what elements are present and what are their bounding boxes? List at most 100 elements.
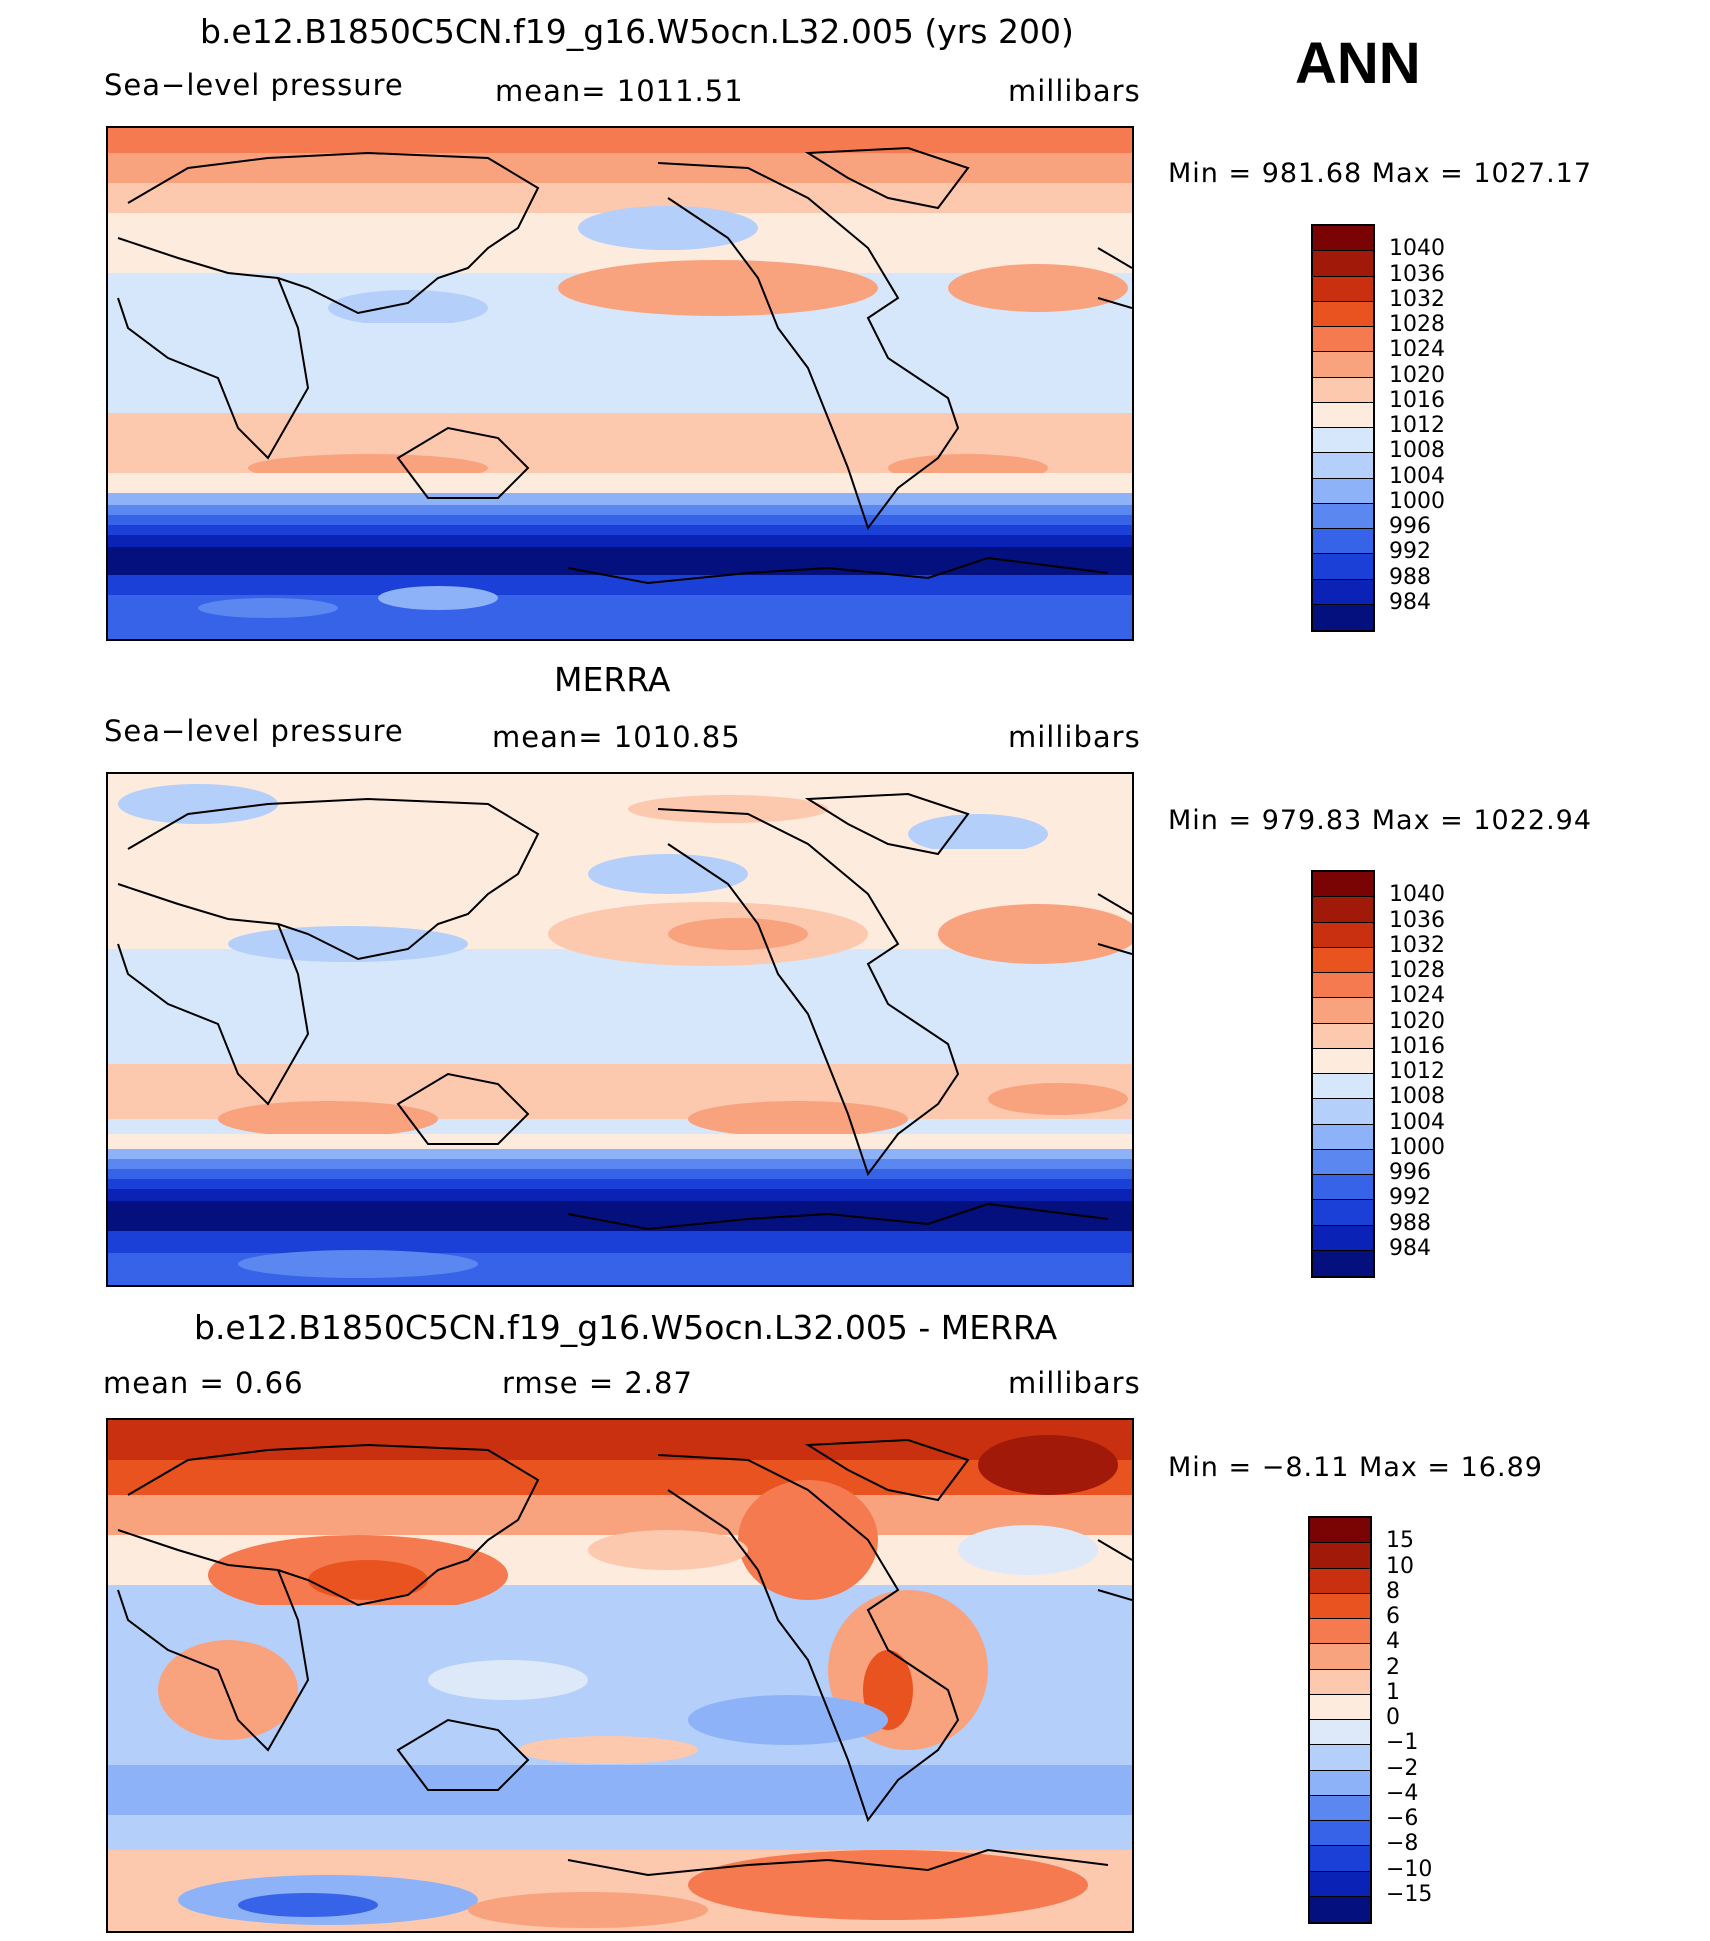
- band-equator: [108, 323, 1132, 413]
- colorbar-tick-label: 992: [1389, 539, 1431, 565]
- aleutian-low: [588, 854, 748, 894]
- colorbar-tick-label: 1040: [1389, 882, 1445, 908]
- colorbar-tick-label: 996: [1389, 514, 1431, 539]
- colorbar-swatch: [1313, 554, 1373, 580]
- colorbar-swatch: [1313, 276, 1373, 302]
- colorbar-tick-label: 1008: [1389, 438, 1445, 464]
- colorbar-tick-label: −10: [1386, 1856, 1433, 1882]
- coastlines: [117, 146, 1132, 585]
- colorbar-tick-label: −8: [1386, 1831, 1419, 1857]
- panel1-title: b.e12.B1850C5CN.f19_g16.W5ocn.L32.005 (y…: [200, 12, 1074, 51]
- band-southern-ocean: [108, 493, 1132, 505]
- colorbar-swatch: [1310, 1543, 1370, 1569]
- panel3-mean-label: mean = 0.66: [103, 1366, 304, 1400]
- panel1-map: [106, 126, 1134, 641]
- colorbar-swatch: [1310, 1644, 1370, 1670]
- colorbar-swatch: [1310, 1770, 1370, 1796]
- panel1-colorbar: [1311, 224, 1375, 632]
- colorbar-tick-label: −4: [1386, 1780, 1419, 1806]
- colorbar-tick-label: 1004: [1389, 1109, 1445, 1135]
- colorbar-swatch: [1310, 1518, 1370, 1544]
- colorbar-tick-label: 988: [1389, 564, 1431, 590]
- colorbar-tick-label: 1000: [1389, 488, 1445, 514]
- colorbar-tick-label: 1020: [1389, 362, 1445, 388]
- colorbar-tick-label: 2: [1386, 1654, 1400, 1680]
- panel3-title: b.e12.B1850C5CN.f19_g16.W5ocn.L32.005 - …: [194, 1308, 1058, 1347]
- panel2-variable-label: Sea−level pressure: [104, 714, 404, 748]
- colorbar-swatch: [1313, 1074, 1373, 1100]
- colorbar-swatch: [1313, 453, 1373, 479]
- colorbar-swatch: [1310, 1568, 1370, 1594]
- colorbar-tick-label: 15: [1386, 1528, 1414, 1554]
- colorbar-swatch: [1313, 998, 1373, 1024]
- panel2-map: [106, 772, 1134, 1287]
- season-label: ANN: [1295, 31, 1421, 96]
- colorbar-swatch: [1313, 402, 1373, 428]
- colorbar-tick-label: 0: [1386, 1705, 1400, 1730]
- colorbar-tick-label: 1016: [1389, 1033, 1445, 1059]
- colorbar-swatch: [1313, 478, 1373, 504]
- colorbar-tick-label: 1036: [1389, 261, 1445, 287]
- colorbar-tick-label: −2: [1386, 1755, 1419, 1781]
- panel1-variable-label: Sea−level pressure: [104, 68, 404, 102]
- colorbar-tick-label: 996: [1389, 1160, 1431, 1185]
- colorbar-swatch: [1310, 1619, 1370, 1645]
- colorbar-swatch: [1313, 377, 1373, 403]
- colorbar-swatch: [1313, 1175, 1373, 1201]
- colorbar-tick-label: 4: [1386, 1629, 1400, 1655]
- colorbar-tick-label: 1008: [1389, 1084, 1445, 1110]
- colorbar-swatch: [1310, 1745, 1370, 1771]
- colorbar-swatch: [1313, 352, 1373, 378]
- band-southern-ocean: [108, 1149, 1132, 1159]
- colorbar-swatch: [1313, 226, 1373, 252]
- atlantic-high: [948, 264, 1128, 312]
- colorbar-tick-label: 1032: [1389, 932, 1445, 958]
- colorbar-swatch: [1313, 1200, 1373, 1226]
- tibet-low: [328, 290, 488, 326]
- colorbar-swatch: [1310, 1669, 1370, 1695]
- panel3-minmax-label: Min = −8.11 Max = 16.89: [1168, 1452, 1543, 1483]
- colorbar-tick-label: 1028: [1389, 958, 1445, 983]
- panel1-units-label: millibars: [1008, 74, 1141, 108]
- colorbar-swatch: [1313, 1099, 1373, 1125]
- colorbar-swatch: [1313, 428, 1373, 454]
- colorbar-tick-label: −1: [1386, 1730, 1419, 1756]
- panel3-rmse-label: rmse = 2.87: [502, 1366, 693, 1400]
- coastlines: [117, 792, 1132, 1231]
- colorbar-swatch: [1313, 251, 1373, 277]
- colorbar-tick-label: 1032: [1389, 286, 1445, 312]
- colorbar-tick-label: 1024: [1389, 983, 1445, 1009]
- colorbar-tick-label: 988: [1389, 1210, 1431, 1236]
- panel2-colorbar: [1311, 870, 1375, 1278]
- colorbar-swatch: [1310, 1821, 1370, 1847]
- panel1-minmax-label: Min = 981.68 Max = 1027.17: [1168, 158, 1593, 189]
- band-equator: [108, 974, 1132, 1064]
- colorbar-tick-label: 1012: [1389, 413, 1445, 438]
- panel1-mean-label: mean= 1011.51: [495, 74, 744, 108]
- colorbar-swatch: [1313, 301, 1373, 327]
- colorbar-tick-label: 1024: [1389, 337, 1445, 363]
- colorbar-tick-label: 6: [1386, 1604, 1400, 1629]
- colorbar-swatch: [1313, 604, 1373, 630]
- colorbar-swatch: [1313, 1124, 1373, 1150]
- panel3-units-label: millibars: [1008, 1366, 1141, 1400]
- panel2-mean-label: mean= 1010.85: [492, 720, 741, 754]
- colorbar-tick-label: 1000: [1389, 1134, 1445, 1160]
- colorbar-swatch: [1310, 1795, 1370, 1821]
- colorbar-swatch: [1310, 1694, 1370, 1720]
- colorbar-swatch: [1313, 1048, 1373, 1074]
- colorbar-swatch: [1313, 1225, 1373, 1251]
- panel2-units-label: millibars: [1008, 720, 1141, 754]
- colorbar-swatch: [1313, 872, 1373, 898]
- colorbar-swatch: [1313, 897, 1373, 923]
- colorbar-swatch: [1310, 1846, 1370, 1872]
- colorbar-swatch: [1310, 1593, 1370, 1619]
- colorbar-tick-label: −15: [1386, 1881, 1433, 1907]
- colorbar-swatch: [1310, 1896, 1370, 1922]
- colorbar-tick-label: 1040: [1389, 236, 1445, 262]
- colorbar-tick-label: −6: [1386, 1806, 1419, 1831]
- panel2-title: MERRA: [554, 660, 671, 699]
- colorbar-tick-label: 984: [1389, 1235, 1431, 1261]
- colorbar-tick-label: 10: [1386, 1553, 1414, 1579]
- colorbar-tick-label: 1004: [1389, 463, 1445, 489]
